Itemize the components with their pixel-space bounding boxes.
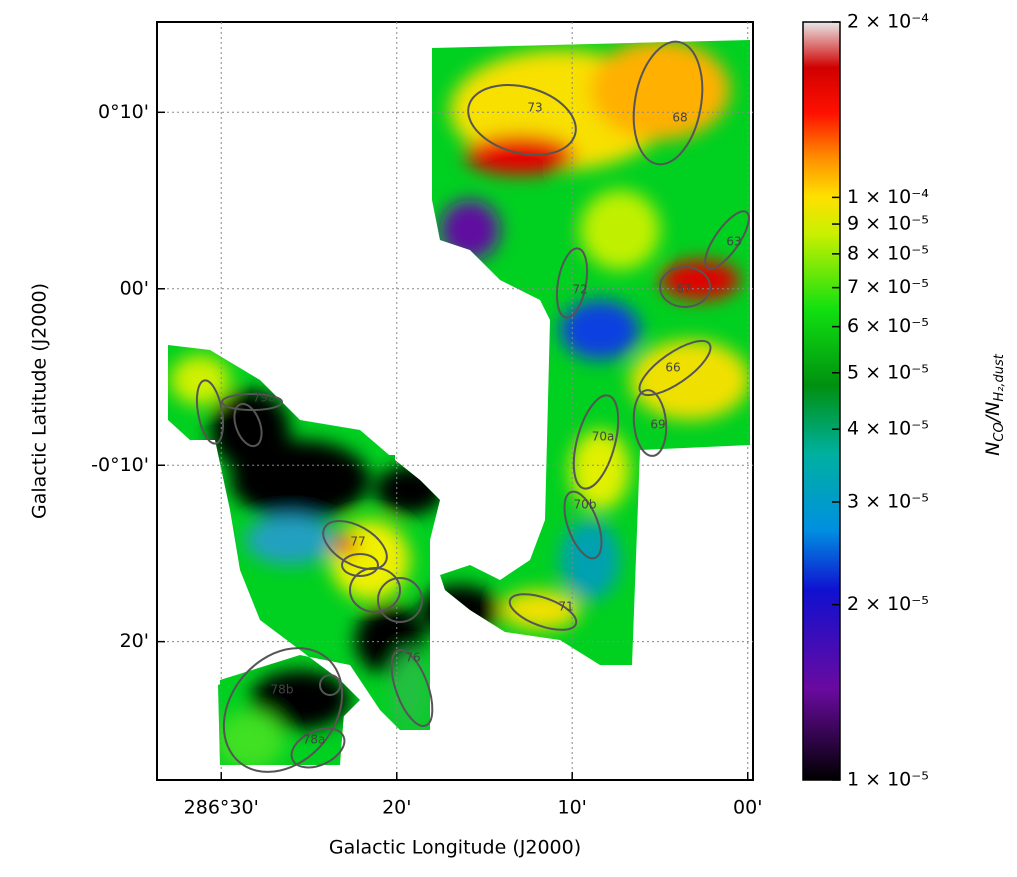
region-ellipse (638, 339, 712, 397)
region-ellipse (659, 266, 711, 308)
region-label: 70a (592, 430, 615, 444)
colorbar-label: NCO/NH₂,dust (982, 353, 1007, 456)
region-ellipse (508, 593, 578, 631)
region-label: 78a (303, 733, 326, 747)
x-axis-label: Galactic Longitude (J2000) (329, 837, 581, 859)
region-label: 67 (676, 282, 691, 296)
x-tick-label: 00' (733, 797, 762, 819)
colorbar-label-part: CO (992, 422, 1007, 441)
region-label: 69 (650, 418, 665, 432)
region-ellipse (555, 247, 589, 319)
region-label: 78b (271, 683, 294, 697)
region-label: 66 (665, 361, 680, 375)
region-ellipse (572, 394, 620, 490)
y-tick-label: -0°10' (91, 454, 149, 476)
region-ellipse (222, 647, 344, 773)
colorbar-tick-label: 8 × 10⁻⁵ (847, 242, 929, 264)
region-ellipse (290, 727, 346, 769)
region-label: 68 (672, 111, 687, 125)
x-tick-label: 20' (382, 797, 411, 819)
region-ellipse (704, 210, 750, 270)
colorbar-label-part: N (982, 442, 1004, 456)
region-label: 70b (574, 498, 597, 512)
y-tick-label: 00' (120, 277, 149, 299)
region-ellipse (563, 490, 603, 560)
region-ellipse (322, 519, 388, 571)
region-ellipse (195, 379, 225, 445)
x-tick-label: 286°30' (184, 797, 259, 819)
colorbar (802, 21, 841, 781)
colorbar-tick-label: 2 × 10⁻⁵ (847, 593, 929, 615)
region-ellipse (377, 577, 423, 623)
colorbar-label-part: H₂,dust (992, 353, 1007, 401)
y-axis-label: Galactic Latitude (J2000) (29, 283, 51, 519)
region-ellipse (467, 84, 577, 156)
region-label: 77 (350, 535, 365, 549)
region-ellipse (319, 674, 341, 696)
region-label: 73 (527, 101, 542, 115)
region-label: 76 (405, 651, 420, 665)
y-tick-label: 0°10' (98, 101, 149, 123)
region-ellipse (233, 402, 263, 448)
colorbar-tick-label: 9 × 10⁻⁵ (847, 213, 929, 235)
region-ellipse (341, 553, 379, 577)
colorbar-tick-label: 1 × 10⁻⁴ (847, 186, 929, 208)
y-tick-label: 20' (120, 630, 149, 652)
region-label: 71 (558, 600, 573, 614)
colorbar-tick-label: 3 × 10⁻⁵ (847, 491, 929, 513)
colorbar-tick-label: 7 × 10⁻⁵ (847, 276, 929, 298)
plot-frame (156, 21, 754, 781)
colorbar-tick-label: 2 × 10⁻⁴ (847, 11, 929, 33)
colorbar-label-part: /N (982, 402, 1004, 425)
region-label: 72 (572, 283, 587, 297)
region-label: 63 (726, 235, 741, 249)
region-ellipse (632, 389, 668, 457)
colorbar-tick-label: 6 × 10⁻⁵ (847, 315, 929, 337)
colorbar-tick-label: 5 × 10⁻⁵ (847, 361, 929, 383)
region-ellipse (632, 40, 704, 166)
region-ellipse (221, 393, 283, 411)
region-ellipse (390, 649, 434, 727)
region-label: 79a (253, 391, 276, 405)
x-tick-label: 10' (557, 797, 586, 819)
colorbar-tick-label: 1 × 10⁻⁵ (847, 769, 929, 791)
colorbar-tick-label: 4 × 10⁻⁵ (847, 418, 929, 440)
